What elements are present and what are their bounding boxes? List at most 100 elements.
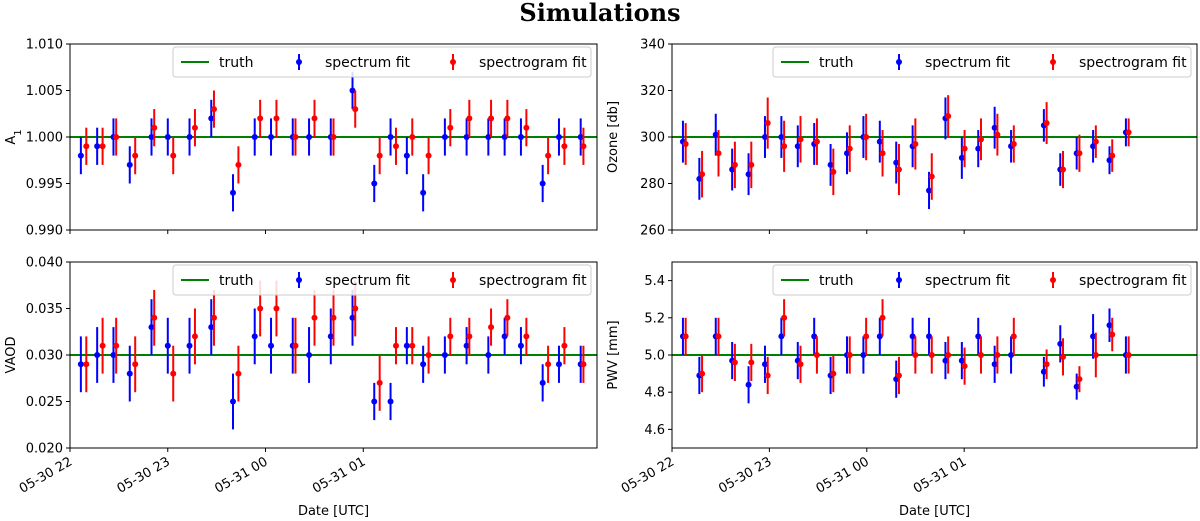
legend-spectrum-label: spectrum fit bbox=[325, 55, 411, 71]
spectrogram-fit-point bbox=[1060, 166, 1067, 173]
spectrum-fit-point bbox=[1073, 383, 1080, 390]
panel-ozone: 260 280 300 320 340 truth spectrum fit spectrog… bbox=[606, 38, 1198, 239]
spectrum-fit-point bbox=[745, 171, 752, 178]
legend: truth spectrum fit spectrogram fit bbox=[172, 264, 592, 296]
spectrogram-fit-point bbox=[504, 115, 511, 122]
x-axis-label: Date [UTC] bbox=[899, 504, 970, 519]
spectrogram-fit-point bbox=[330, 134, 337, 140]
spectrum-fit-point bbox=[463, 134, 470, 140]
spectrogram-fit-point bbox=[994, 131, 1001, 138]
spectrum-fit-point bbox=[794, 143, 801, 150]
spectrum-fit-point bbox=[761, 361, 768, 368]
spectrogram-fit-point bbox=[330, 314, 337, 321]
spectrogram-fit-point bbox=[191, 333, 198, 340]
spectrogram-fit-point bbox=[83, 143, 90, 150]
spectrum-fit-point bbox=[712, 131, 719, 138]
spectrum-fit-point bbox=[745, 381, 752, 388]
spectrogram-fit-point bbox=[425, 152, 432, 159]
y-tick-label: 0.025 bbox=[26, 395, 63, 410]
spectrum-fit-point bbox=[251, 134, 258, 140]
spectrum-fit-point bbox=[306, 134, 313, 140]
spectrum-fit-point bbox=[126, 161, 133, 168]
spectrogram-fit-point bbox=[151, 314, 158, 321]
spectrogram-fit-point bbox=[409, 134, 416, 140]
spectrum-fit-point bbox=[77, 361, 84, 368]
y-tick-label: 1.005 bbox=[26, 84, 63, 99]
legend-truth-label: truth bbox=[819, 55, 853, 71]
spectrogram-fit-point bbox=[715, 150, 722, 157]
legend-truth-label: truth bbox=[819, 273, 853, 289]
legend-frame bbox=[172, 46, 592, 78]
spectrum-fit-point bbox=[208, 115, 215, 122]
x-tick-label: 05-31 01 bbox=[911, 454, 969, 496]
panels: 0.990 0.995 1.000 1.005 1.010 truth spectrum f… bbox=[4, 38, 1198, 519]
spectrogram-fit-point bbox=[99, 143, 106, 150]
axes-frame bbox=[671, 261, 1198, 449]
spectrogram-fit-point bbox=[1109, 152, 1116, 159]
spectrogram-fit-point bbox=[504, 314, 511, 321]
spectrogram-fit-point bbox=[1060, 353, 1067, 360]
spectrogram-fit-point bbox=[1092, 352, 1099, 358]
spectrum-fit-point bbox=[501, 134, 508, 140]
spectrum-fit-point bbox=[1090, 333, 1097, 340]
legend-spectrogram-label: spectrogram fit bbox=[1079, 55, 1187, 71]
legend: truth spectrum fit spectrogram fit bbox=[772, 264, 1192, 296]
spectrum-fit-point bbox=[975, 145, 982, 152]
spectrogram-fit-point bbox=[813, 138, 820, 145]
spectrum-fit-point bbox=[778, 333, 785, 340]
spectrum-fit-point bbox=[577, 134, 584, 140]
spectrogram-fit-point bbox=[292, 342, 299, 349]
spectrogram-fit-point bbox=[170, 370, 177, 377]
spectrogram-fit-point bbox=[781, 143, 788, 150]
spectrum-fit-point bbox=[729, 166, 736, 173]
spectrogram-fit-point bbox=[682, 140, 689, 147]
spectrum-fit-point bbox=[876, 138, 883, 145]
spectrum-fit-point bbox=[555, 134, 562, 140]
spectrogram-fit-point bbox=[945, 113, 952, 120]
panel-pwv: 4.6 4.8 5.0 5.2 5.4 05-30 22 05-30 23 05-31 00 0… bbox=[606, 261, 1198, 519]
spectrogram-fit-point bbox=[352, 106, 359, 113]
spectrogram-fit-point bbox=[488, 115, 495, 122]
spectrum-fit-point bbox=[926, 333, 933, 340]
legend-frame bbox=[172, 264, 592, 296]
spectrogram-fit-point bbox=[113, 134, 120, 140]
legend-spectrum-marker bbox=[896, 277, 902, 283]
spectrogram-fit-point bbox=[392, 342, 399, 349]
x-tick-label: 05-30 22 bbox=[17, 454, 75, 496]
spectrogram-fit-point bbox=[409, 342, 416, 349]
spectrum-fit-point bbox=[1057, 340, 1064, 347]
spectrogram-fit-point bbox=[292, 134, 299, 140]
spectrum-fit-point bbox=[463, 342, 470, 349]
legend-spectrum-marker bbox=[296, 59, 302, 65]
spectrum-fit-point bbox=[860, 352, 867, 358]
spectrum-fit-point bbox=[926, 187, 933, 194]
x-axis-label: Date [UTC] bbox=[298, 504, 369, 519]
spectrogram-fit-point bbox=[846, 145, 853, 152]
spectrum-fit-point bbox=[778, 134, 785, 140]
spectrogram-fit-point bbox=[1010, 140, 1017, 147]
spectrum-fit-point bbox=[186, 134, 193, 140]
spectrogram-fit-point bbox=[764, 372, 771, 379]
spectrogram-fit-point bbox=[1076, 376, 1083, 383]
spectrum-fit-point bbox=[909, 333, 916, 340]
y-axis-label-subscript: 1 bbox=[13, 129, 24, 135]
spectrogram-fit-point bbox=[311, 115, 318, 122]
spectrum-fit-point bbox=[1040, 368, 1047, 375]
spectrum-fit-point bbox=[420, 361, 427, 368]
axes-frame bbox=[69, 43, 598, 231]
spectrogram-fit-point bbox=[863, 134, 870, 140]
spectrogram-fit-point bbox=[392, 143, 399, 150]
spectrum-fit-point bbox=[501, 333, 508, 340]
x-tick-label: 05-30 22 bbox=[619, 454, 677, 496]
spectrum-fit-point bbox=[1008, 352, 1015, 358]
legend-truth-label: truth bbox=[219, 273, 253, 289]
spectrum-fit-point bbox=[876, 333, 883, 340]
spectrogram-fit-point bbox=[945, 352, 952, 358]
spectrum-fit-point bbox=[942, 357, 949, 364]
spectrogram-fit-point bbox=[682, 333, 689, 340]
spectrogram-fit-point bbox=[580, 143, 587, 150]
legend-spectrogram-marker bbox=[1050, 277, 1056, 283]
spectrum-fit-point bbox=[761, 134, 768, 140]
spectrum-fit-point bbox=[485, 134, 492, 140]
